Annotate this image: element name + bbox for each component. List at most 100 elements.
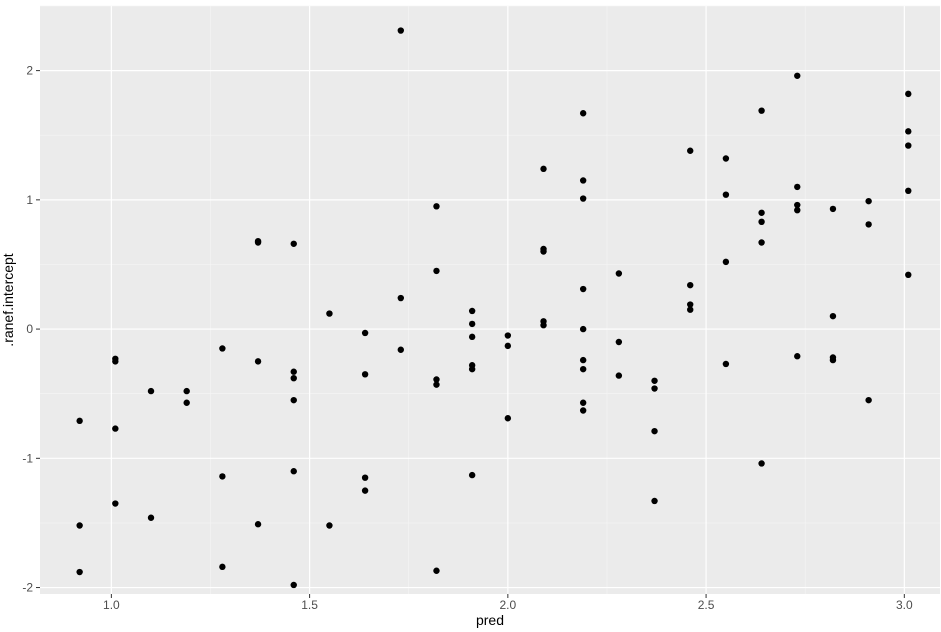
data-point [722, 191, 730, 198]
data-point [433, 267, 440, 275]
data-point [579, 356, 587, 364]
data-point [722, 155, 730, 162]
data-point [147, 387, 155, 395]
data-point [433, 203, 440, 210]
data-point [687, 306, 694, 313]
data-point [758, 239, 765, 246]
plot-panel [40, 6, 940, 594]
data-point [540, 165, 547, 173]
data-point [905, 271, 912, 278]
data-point [397, 294, 404, 302]
data-point [290, 468, 297, 475]
data-point [219, 473, 226, 480]
data-point [112, 425, 119, 432]
axis-ticks: 1.0 1.5 2.0 2.5 3.0 -2 -1 0 1 2 [22, 64, 913, 612]
data-point [794, 353, 801, 360]
data-point [758, 218, 765, 226]
data-point [290, 240, 297, 247]
data-point [183, 387, 190, 395]
data-point [615, 270, 623, 277]
data-point [651, 427, 658, 435]
y-axis-title: .ranef.intercept [0, 253, 16, 346]
data-point [794, 183, 801, 191]
data-point [290, 368, 297, 375]
data-point [147, 514, 155, 521]
data-point [219, 563, 226, 571]
data-point [794, 72, 801, 79]
data-point [433, 381, 440, 388]
data-point [865, 197, 872, 205]
x-tick-label: 1.0 [103, 598, 120, 612]
data-point [326, 310, 333, 317]
y-tick-label: 0 [26, 322, 33, 336]
x-tick-label: 2.0 [499, 598, 516, 612]
data-point [579, 110, 587, 117]
data-point [290, 581, 297, 589]
data-point [579, 365, 587, 373]
data-point [183, 399, 190, 406]
data-point [722, 258, 730, 266]
data-point [112, 500, 119, 507]
data-point [76, 522, 83, 529]
data-point [829, 312, 837, 320]
data-point [504, 342, 512, 350]
data-point [361, 329, 369, 337]
x-tick-label: 2.5 [698, 598, 715, 612]
data-point [254, 238, 262, 245]
data-point [290, 374, 297, 382]
data-point [397, 346, 404, 353]
data-point [865, 396, 872, 404]
data-point [579, 195, 587, 202]
data-point [504, 332, 512, 339]
data-point [504, 415, 512, 422]
data-point [865, 221, 872, 228]
y-tick-label: 1 [26, 193, 33, 207]
data-points [76, 27, 912, 589]
data-point [290, 396, 297, 404]
y-tick-label: 2 [26, 64, 33, 78]
data-point [468, 365, 476, 373]
data-point [651, 497, 658, 505]
x-axis-title: pred [476, 612, 504, 628]
data-point [579, 325, 587, 333]
x-tick-label: 3.0 [896, 598, 913, 612]
data-point [254, 521, 262, 528]
data-point [254, 358, 262, 365]
data-point [579, 399, 587, 406]
data-point [579, 285, 587, 293]
data-point [361, 474, 369, 481]
data-point [468, 320, 476, 328]
data-point [758, 107, 765, 114]
data-point [468, 307, 476, 315]
data-point [687, 301, 694, 308]
data-point [905, 128, 912, 135]
data-point [794, 206, 801, 214]
x-tick-label: 1.5 [301, 598, 318, 612]
y-tick-label: -2 [22, 581, 33, 595]
data-point [615, 372, 623, 379]
data-point [540, 322, 547, 329]
data-point [76, 568, 83, 576]
data-point [433, 567, 440, 574]
data-point [579, 407, 587, 414]
data-point [758, 209, 765, 216]
data-point [651, 385, 658, 392]
data-point [615, 338, 623, 346]
data-point [651, 377, 658, 384]
data-point [76, 417, 83, 425]
grid-lines [40, 5, 940, 594]
data-point [579, 177, 587, 184]
data-point [433, 376, 440, 383]
data-point [219, 345, 226, 352]
data-point [468, 471, 476, 479]
data-point [687, 281, 694, 289]
data-point [540, 248, 547, 255]
y-tick-label: -1 [22, 451, 33, 465]
data-point [112, 358, 119, 365]
data-point [361, 487, 369, 494]
data-point [361, 371, 369, 378]
data-point [829, 205, 837, 213]
data-point [758, 460, 765, 467]
